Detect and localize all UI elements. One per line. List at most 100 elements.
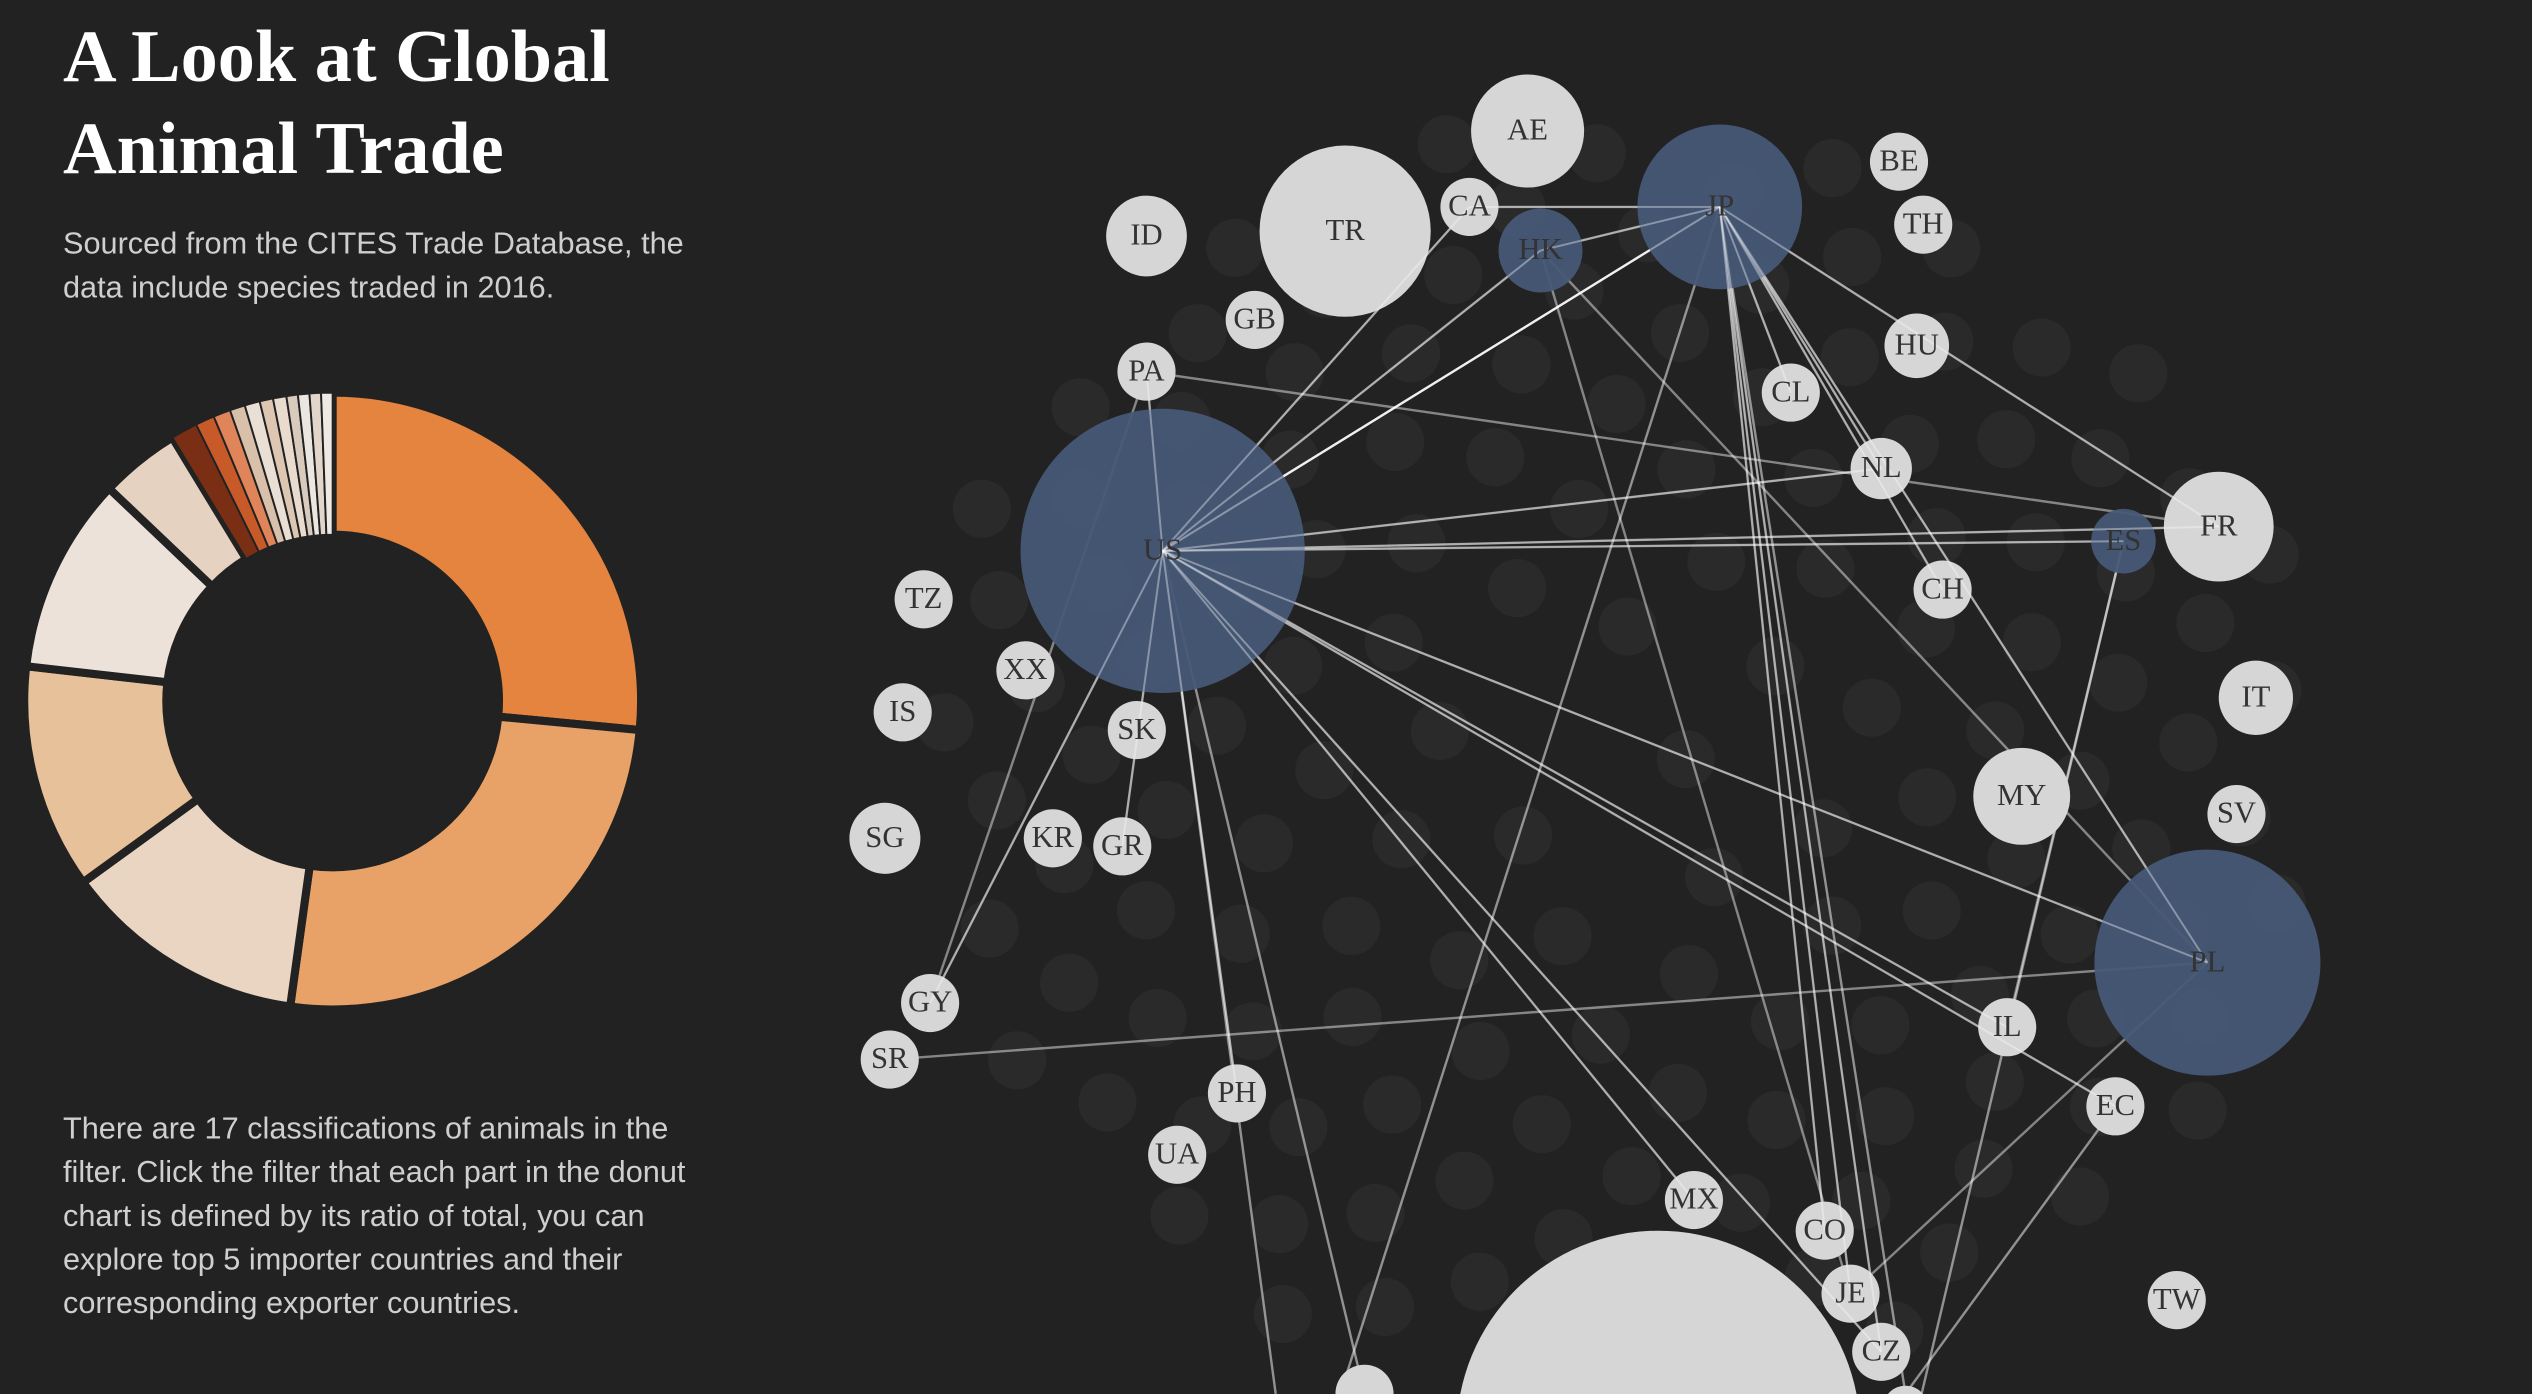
node[interactable] xyxy=(2163,471,2274,582)
node[interactable] xyxy=(1850,437,1912,500)
bg-dot xyxy=(2089,653,2148,712)
node[interactable] xyxy=(1117,342,1176,401)
node-label: AE xyxy=(1507,113,1548,147)
link-overlay xyxy=(1162,206,1721,552)
bg-dot xyxy=(2050,1167,2110,1226)
link-overlay xyxy=(1162,540,2124,552)
bg-dot xyxy=(1977,410,2036,469)
node[interactable] xyxy=(1259,145,1431,317)
bg-dot xyxy=(1750,992,1810,1051)
node[interactable] xyxy=(2094,849,2321,1076)
node[interactable] xyxy=(901,973,960,1033)
bg-dot xyxy=(2109,344,2168,403)
donut-segment[interactable] xyxy=(320,391,334,536)
bg-dot xyxy=(2159,713,2218,772)
bg-dot xyxy=(1366,412,1425,472)
node[interactable] xyxy=(1973,747,2071,845)
link-overlay xyxy=(1162,467,1882,552)
node[interactable] xyxy=(1093,817,1152,876)
bg-dot xyxy=(1364,613,1423,672)
bg-dot xyxy=(1851,996,1910,1055)
node[interactable] xyxy=(1023,809,1082,868)
bg-dot xyxy=(1264,636,1323,696)
node[interactable] xyxy=(2207,785,2266,844)
node[interactable] xyxy=(1852,1322,1911,1381)
node[interactable] xyxy=(2218,660,2294,735)
node[interactable] xyxy=(1821,1264,1880,1323)
node[interactable] xyxy=(1225,290,1284,350)
links xyxy=(889,115,2307,1394)
donut-chart xyxy=(20,388,646,1014)
bg-dot xyxy=(1747,1090,1806,1150)
link xyxy=(1161,550,1883,1353)
node-label: JE xyxy=(1835,1275,1866,1309)
link-overlay xyxy=(1162,525,2219,552)
link xyxy=(1718,206,1883,1352)
node[interactable] xyxy=(1107,701,1166,760)
node[interactable] xyxy=(1457,1230,1861,1394)
donut-segment[interactable] xyxy=(285,712,645,1014)
node[interactable] xyxy=(996,641,1055,700)
bg-dot xyxy=(988,1031,1047,1090)
node-label: GB xyxy=(1233,302,1276,336)
node[interactable] xyxy=(1883,1385,1928,1394)
bg-dot xyxy=(1051,378,1110,437)
node[interactable] xyxy=(1894,195,1953,254)
node[interactable] xyxy=(1795,1201,1854,1260)
bg-dot xyxy=(1466,428,1525,487)
bg-dot xyxy=(1424,245,1483,305)
node[interactable] xyxy=(1869,132,1929,191)
node[interactable] xyxy=(894,570,953,629)
bg-dot xyxy=(1150,1186,1209,1245)
node[interactable] xyxy=(1020,408,1305,693)
node-label: SG xyxy=(865,820,904,854)
bg-dot xyxy=(1907,508,1966,567)
bg-dot xyxy=(1550,479,1609,539)
node[interactable] xyxy=(2086,1077,2145,1136)
bg-dot xyxy=(2071,429,2130,488)
node[interactable] xyxy=(1884,313,1950,379)
link-overlay xyxy=(1161,206,1471,552)
node[interactable] xyxy=(1498,208,1583,293)
link-overlay xyxy=(1540,205,1720,252)
node[interactable] xyxy=(1471,74,1585,188)
bg-dot xyxy=(1954,1139,2013,1198)
link-overlay xyxy=(1161,550,1882,1353)
node-label: SV xyxy=(2217,796,2256,830)
bg-dot xyxy=(1417,115,1476,174)
node[interactable] xyxy=(1440,177,1499,236)
node[interactable] xyxy=(1761,363,1820,422)
description: There are 17 classifications of animals … xyxy=(62,1112,686,1322)
node[interactable] xyxy=(1335,1364,1394,1394)
node[interactable] xyxy=(1978,998,2037,1057)
node[interactable] xyxy=(873,683,932,742)
node[interactable] xyxy=(849,802,921,874)
node[interactable] xyxy=(1106,195,1187,277)
node[interactable] xyxy=(860,1030,919,1089)
node[interactable] xyxy=(1148,1125,1207,1184)
node-label: CH xyxy=(1921,571,1964,605)
link-overlay xyxy=(1145,371,1164,551)
node[interactable] xyxy=(1637,124,1803,290)
node[interactable] xyxy=(1913,560,1972,619)
node[interactable] xyxy=(2091,508,2156,574)
bg-dot xyxy=(1598,597,1657,656)
node[interactable] xyxy=(1207,1064,1266,1123)
title-line: Animal Trade xyxy=(63,108,504,190)
donut-segment[interactable] xyxy=(328,388,646,735)
link xyxy=(1162,549,2116,1108)
link xyxy=(1718,206,1907,1394)
bg-dot xyxy=(1253,1284,1312,1344)
bg-dot xyxy=(970,571,1029,630)
node-label: KR xyxy=(1032,820,1075,854)
bg-dot xyxy=(1820,328,1879,387)
link xyxy=(1718,206,1852,1294)
node[interactable] xyxy=(2147,1271,2206,1330)
bg-dot xyxy=(1587,374,1646,433)
node[interactable] xyxy=(1664,1170,1723,1230)
node-label: SR xyxy=(871,1041,909,1075)
node-label: IS xyxy=(889,694,916,728)
bg-dot xyxy=(2040,905,2099,964)
bg-dot xyxy=(1494,806,1553,865)
bg-dot xyxy=(1602,1147,1661,1206)
